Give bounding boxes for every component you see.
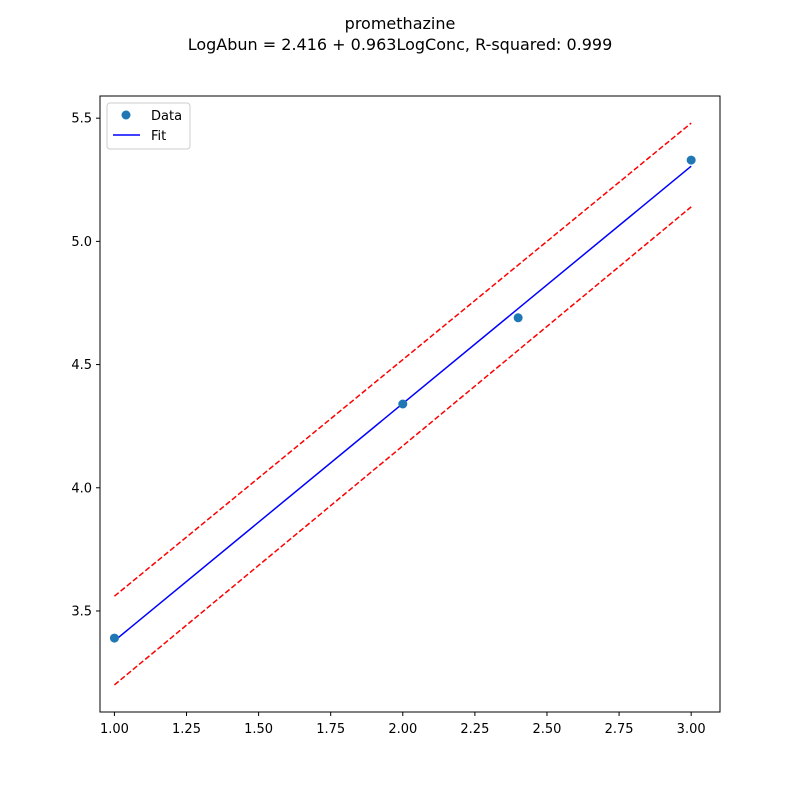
data-point [398,399,408,409]
x-tick-label: 2.50 [533,722,562,737]
x-tick-label: 2.25 [460,722,489,737]
legend-label-fit: Fit [151,129,166,144]
y-tick-label: 4.0 [71,481,92,496]
legend-marker-data [121,110,131,120]
confidence-band-line-3 [113,206,692,686]
data-point [513,313,523,323]
x-axis: 1.00 1.25 1.50 1.75 2.00 2.25 2.50 2.75 3.00 [100,712,706,737]
legend: Data Fit [106,102,191,150]
confidence-band-line-2 [113,122,692,597]
data-point [686,155,696,165]
y-tick-label: 3.5 [71,604,92,619]
x-tick-label: 1.25 [172,722,201,737]
chart-title: promethazine [344,14,456,33]
legend-label-data: Data [151,109,182,124]
x-tick-label: 1.00 [100,722,129,737]
axes-frame [99,95,721,713]
y-axis: 3.5 4.0 4.5 5.0 5.5 [71,112,100,619]
x-tick-label: 2.00 [388,722,417,737]
x-tick-label: 3.00 [677,722,706,737]
x-tick-label: 1.75 [316,722,345,737]
y-tick-label: 5.0 [71,235,92,250]
series-layer [109,122,696,686]
x-tick-label: 1.50 [244,722,273,737]
data-point [109,633,119,643]
x-tick-label: 2.75 [605,722,634,737]
y-tick-label: 5.5 [71,112,92,127]
y-tick-label: 4.5 [71,358,92,373]
chart-subtitle: LogAbun = 2.416 + 0.963LogConc, R-square… [187,35,613,54]
